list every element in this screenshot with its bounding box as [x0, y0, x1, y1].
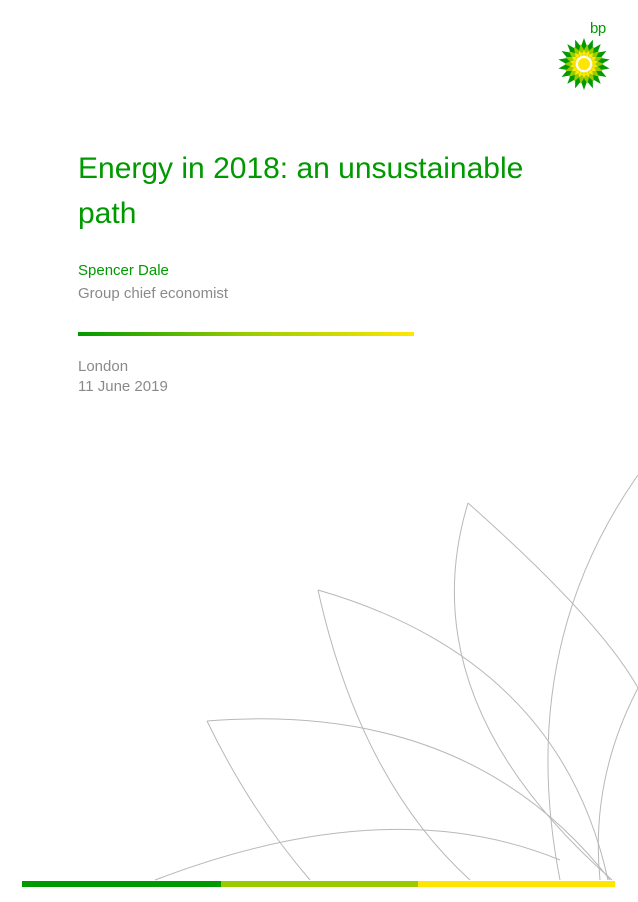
sunburst-petal	[582, 71, 586, 78]
arc-line	[206, 718, 611, 881]
arc-line	[547, 474, 638, 881]
accent-rule	[78, 332, 414, 336]
sunburst-petal	[582, 50, 586, 57]
arc-line	[453, 502, 613, 881]
sunburst-petal	[578, 70, 583, 78]
sunburst-petal	[578, 50, 583, 58]
sunburst-petal	[590, 57, 597, 61]
document-title: Energy in 2018: an unsustainable path	[78, 152, 524, 230]
sunburst-petal	[590, 69, 600, 77]
sunburst-petal	[568, 51, 578, 59]
sunburst-petal	[588, 53, 593, 59]
arc-line	[317, 589, 609, 881]
sunburst-petal	[585, 70, 590, 78]
sunburst-petal	[588, 46, 594, 58]
sunburst-petal	[590, 51, 600, 59]
sunburst-petal	[568, 69, 578, 77]
sunburst-petal	[575, 53, 580, 59]
sunburst-petal	[590, 67, 597, 71]
sunburst-petal	[570, 60, 578, 65]
sunburst-petal	[571, 57, 578, 61]
sunburst-petal	[574, 46, 580, 58]
sunburst-petal	[588, 69, 593, 75]
arc-line	[317, 589, 471, 881]
logo-text: bp	[590, 20, 606, 37]
author-role: Group chief economist	[78, 285, 229, 302]
arc-line	[467, 502, 638, 689]
bp-helios-sunburst-icon	[558, 38, 610, 90]
arc-line	[206, 720, 311, 881]
footer-bar-yellow	[418, 881, 615, 887]
arc-line	[154, 828, 561, 881]
sunburst-petal	[571, 67, 578, 71]
author-name: Spencer Dale	[78, 262, 169, 279]
sunburst-petal	[575, 69, 580, 75]
sunburst-petal	[570, 63, 578, 68]
sunburst-petal	[585, 50, 590, 58]
sunburst-petal	[590, 63, 598, 68]
arc-line	[597, 687, 638, 881]
sunburst-petal	[588, 70, 594, 82]
presentation-date: 11 June 2019	[78, 378, 168, 395]
sunburst-petal	[574, 70, 580, 82]
presentation-location: London	[78, 358, 129, 375]
bp-logo: bp	[556, 20, 616, 94]
sunburst-petal	[590, 60, 598, 65]
footer-bar-lime	[221, 881, 418, 887]
footer-bar-green	[22, 881, 221, 887]
